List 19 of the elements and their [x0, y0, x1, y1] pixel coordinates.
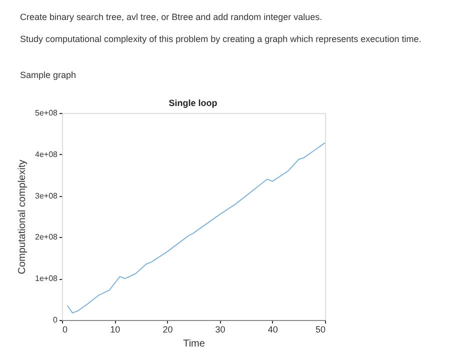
y-tick-label: 3e+08 — [35, 191, 58, 200]
x-tick-label: 40 — [268, 324, 278, 334]
x-tick-label: 0 — [62, 324, 68, 334]
text: Create binary search tree, avl tree, or Btree and add random integer values. — [20, 12, 322, 22]
y-tick-label: 0 — [53, 316, 58, 324]
text: Study computational complexity of this problem by creating a graph which represents execution time. — [20, 34, 422, 44]
line-series — [66, 142, 326, 314]
x-tick-label: 10 — [110, 324, 120, 334]
x-tick-label: 20 — [162, 324, 173, 334]
y-tick-label: 5e+08 — [35, 108, 58, 118]
y-tick-label: 2e+08 — [35, 232, 58, 242]
x-axis-title: Time — [183, 338, 206, 350]
y-tick-label: 1e+08 — [35, 274, 58, 284]
y-tick-label: 4e+08 — [35, 150, 58, 159]
chart-title: Single loop — [168, 98, 218, 108]
y-axis-title: Computational complexity — [17, 160, 28, 274]
x-tick-label: 50 — [315, 324, 326, 334]
x-tick-label: 30 — [215, 324, 226, 334]
text: Sample graph — [20, 70, 76, 80]
